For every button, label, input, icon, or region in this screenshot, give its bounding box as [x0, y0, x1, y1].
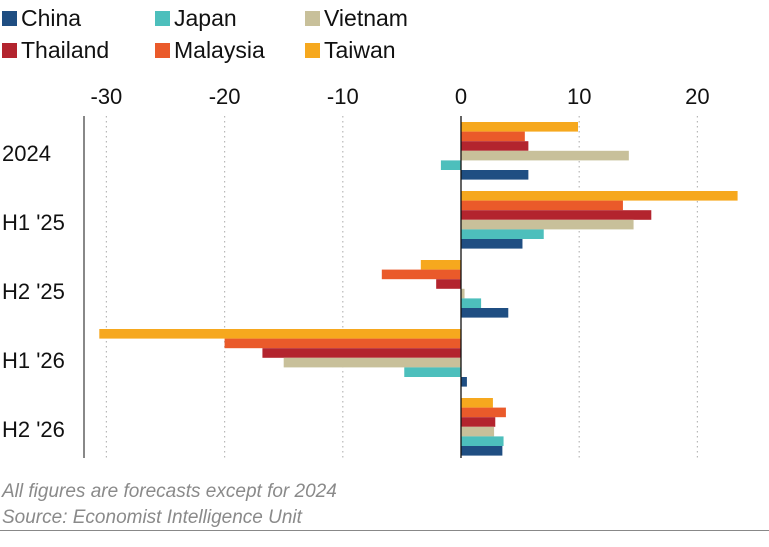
bottom-rule [0, 530, 769, 531]
bar-h2-26-vietnam [461, 426, 495, 437]
bar-h2-26-japan [461, 436, 504, 446]
bar-h1-25-taiwan [461, 191, 738, 201]
legend-swatch-vietnam [305, 11, 320, 26]
bar-h2-26-malaysia [461, 407, 506, 418]
x-axis-tick-labels: -30 -20 -10 0 10 20 [91, 84, 710, 109]
bar-h2-25-taiwan [420, 260, 461, 270]
bar-h2-26-china [461, 446, 503, 456]
category-label-2024: 2024 [2, 141, 51, 166]
bar-h1-26-taiwan [99, 329, 462, 339]
bar-h1-25-china [461, 239, 523, 249]
legend-swatch-malaysia [155, 43, 170, 58]
bar-h1-26-china [461, 377, 467, 387]
bar-h2-26-taiwan [461, 398, 493, 408]
legend-label-thailand: Thailand [21, 37, 109, 63]
legend-swatch-thailand [2, 43, 17, 58]
legend-label-taiwan: Taiwan [324, 37, 396, 63]
bar-group-h2-26 [461, 398, 506, 456]
category-label-h2-26: H2 '26 [2, 417, 65, 442]
category-label-h1-25: H1 '25 [2, 210, 65, 235]
bar-h2-25-thailand [436, 279, 461, 289]
bar-h2-25-vietnam [461, 288, 465, 299]
x-tick-label-0: 0 [455, 84, 467, 109]
x-tick-label-10: 10 [567, 84, 591, 109]
bars [99, 122, 738, 456]
bar-2024-vietnam [461, 150, 629, 161]
bar-h1-26-malaysia [224, 338, 461, 349]
x-tick-label-30: -30 [91, 84, 123, 109]
bar-h2-26-thailand [461, 417, 496, 427]
footnote-forecast: All figures are forecasts except for 202… [2, 481, 337, 502]
x-tick-label-20: 20 [685, 84, 709, 109]
bar-2024-taiwan [461, 122, 579, 132]
legend-label-china: China [21, 5, 81, 31]
bar-2024-malaysia [461, 131, 525, 142]
bar-h2-25-malaysia [381, 269, 461, 280]
bar-2024-thailand [461, 141, 529, 151]
gridlines [105, 116, 699, 458]
legend: China Japan Vietnam Thailand Malaysia Taiwan [2, 5, 408, 63]
bar-2024-japan [440, 160, 461, 170]
category-label-h2-25: H2 '25 [2, 279, 65, 304]
bar-h2-25-china [461, 308, 509, 318]
bar-2024-china [461, 170, 529, 180]
x-tick-label-10: -10 [327, 84, 359, 109]
legend-swatch-taiwan [305, 43, 320, 58]
category-labels: 2024 H1 '25 H2 '25 H1 '26 H2 '26 [2, 141, 65, 442]
bar-h1-26-vietnam [283, 357, 461, 368]
bar-h1-25-japan [461, 229, 544, 239]
legend-label-japan: Japan [174, 5, 237, 31]
category-label-h1-26: H1 '26 [2, 348, 65, 373]
bar-group-h1-25 [461, 191, 738, 249]
bar-h1-26-thailand [262, 348, 461, 358]
legend-label-malaysia: Malaysia [174, 37, 265, 63]
bar-h1-25-thailand [461, 210, 652, 220]
footnote-source: Source: Economist Intelligence Unit [2, 507, 302, 528]
bar-h1-25-vietnam [461, 219, 634, 230]
bar-h2-25-japan [461, 298, 482, 308]
bar-h1-26-japan [404, 367, 461, 377]
legend-swatch-china [2, 11, 17, 26]
legend-label-vietnam: Vietnam [324, 5, 408, 31]
x-tick-label-20: -20 [209, 84, 241, 109]
bar-group-h2-25 [381, 260, 509, 318]
bar-group-2024 [440, 122, 629, 180]
bar-h1-25-malaysia [461, 200, 623, 211]
bar-group-h1-26 [99, 329, 467, 387]
legend-swatch-japan [155, 11, 170, 26]
